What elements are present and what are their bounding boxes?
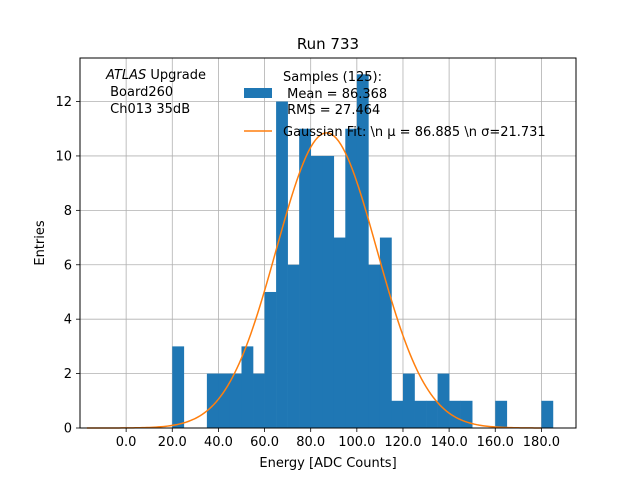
y-tick-label: 8 xyxy=(64,204,72,219)
histogram-bar xyxy=(402,373,415,428)
histogram-bar xyxy=(241,346,254,428)
histogram-bars xyxy=(172,74,554,429)
legend-swatch-samples xyxy=(244,88,272,98)
histogram-bar xyxy=(276,101,288,428)
histogram-bar xyxy=(218,373,231,428)
annotation-line-experiment: ATLAS Upgrade xyxy=(105,68,206,83)
axis-ticks: 0.0 20.0 40.0 60.0 80.0 100.0 120.0 140.0 160.0 1… xyxy=(55,95,560,450)
x-tick-label: 140.0 xyxy=(431,435,468,450)
histogram-bar xyxy=(299,128,311,428)
x-axis-label: Energy [ADC Counts] xyxy=(259,456,396,471)
x-tick-label: 20.0 xyxy=(158,435,187,450)
histogram-bar xyxy=(333,237,346,428)
legend-samples-line-2: Mean = 86.368 xyxy=(283,87,387,102)
x-tick-label: 120.0 xyxy=(384,435,421,450)
x-tick-label: 60.0 xyxy=(250,435,279,450)
y-axis-label: Entries xyxy=(33,220,48,266)
histogram-bar xyxy=(426,400,438,428)
y-tick-label: 2 xyxy=(64,367,72,382)
x-tick-label: 40.0 xyxy=(204,435,233,450)
x-tick-label: 180.0 xyxy=(523,435,560,450)
y-tick-label: 12 xyxy=(55,95,72,110)
x-tick-label: 0.0 xyxy=(116,435,137,450)
histogram-bar xyxy=(449,400,461,428)
plot-frame xyxy=(79,57,577,429)
histogram-bar xyxy=(310,155,323,429)
histogram-bar xyxy=(172,346,185,428)
histogram-bar xyxy=(253,373,265,428)
atlas-annotation: ATLAS Upgrade Board260 Ch013 35dB xyxy=(105,68,206,117)
y-tick-label: 10 xyxy=(55,149,72,164)
annotation-line-channel: Ch013 35dB xyxy=(106,102,190,117)
histogram-bar xyxy=(379,237,392,428)
histogram-bar xyxy=(460,400,473,428)
gaussian-fit-line xyxy=(86,132,542,429)
chart-title: Run 733 xyxy=(297,35,359,53)
histogram-bar xyxy=(264,291,277,428)
histogram-bar xyxy=(345,128,358,428)
gaussian-fit-layer xyxy=(86,132,542,429)
legend: Samples (125): Mean = 86.368 RMS = 27.46… xyxy=(244,70,546,140)
histogram-bar xyxy=(391,400,404,428)
histogram-bar xyxy=(356,74,369,428)
x-tick-label: 160.0 xyxy=(477,435,514,450)
x-tick-label: 100.0 xyxy=(338,435,375,450)
histogram-bar xyxy=(206,373,219,428)
histogram-bar xyxy=(541,400,554,428)
legend-samples-line-1: Samples (125): xyxy=(283,70,382,85)
histogram-bar xyxy=(495,400,508,428)
legend-fit-label: Gaussian Fit: \n μ = 86.885 \n σ=21.731 xyxy=(283,125,546,140)
y-tick-label: 0 xyxy=(64,422,72,437)
histogram-bar xyxy=(437,373,450,428)
histogram-bar xyxy=(368,264,381,428)
legend-samples-line-3: RMS = 27.464 xyxy=(283,103,380,118)
histogram-bar xyxy=(322,155,335,429)
histogram-bar xyxy=(229,373,242,428)
histogram-bar xyxy=(414,400,427,428)
histogram-bar xyxy=(287,264,300,428)
x-tick-label: 80.0 xyxy=(296,435,325,450)
annotation-line-board: Board260 xyxy=(106,85,173,100)
y-tick-label: 6 xyxy=(64,258,72,273)
y-tick-label: 4 xyxy=(64,313,72,328)
